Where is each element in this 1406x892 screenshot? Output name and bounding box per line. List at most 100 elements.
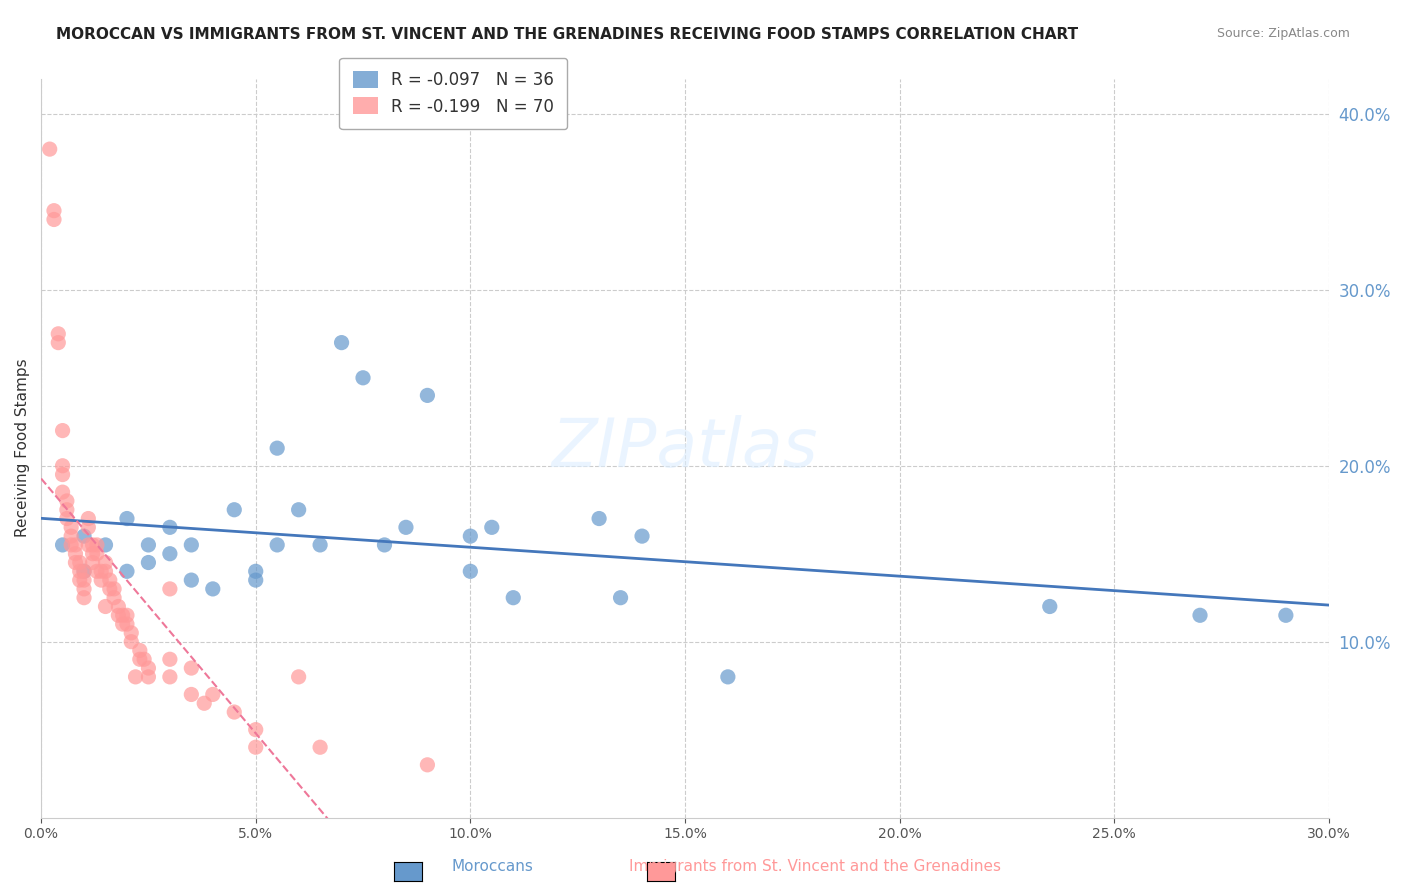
Point <box>631 529 654 543</box>
Point <box>73 529 96 543</box>
Point <box>287 502 309 516</box>
Point <box>266 538 288 552</box>
Point <box>1275 608 1298 623</box>
Point <box>159 582 181 596</box>
Point <box>86 564 108 578</box>
Point <box>309 538 332 552</box>
Point <box>90 564 112 578</box>
Point <box>52 467 75 482</box>
Point <box>416 757 439 772</box>
Point <box>416 388 439 402</box>
Point <box>352 371 374 385</box>
Point <box>330 335 353 350</box>
Point <box>60 538 83 552</box>
Point <box>107 608 129 623</box>
Y-axis label: Receiving Food Stamps: Receiving Food Stamps <box>15 359 30 538</box>
Point <box>52 538 75 552</box>
Point <box>245 564 267 578</box>
Point <box>588 511 610 525</box>
Text: Moroccans: Moroccans <box>451 859 533 874</box>
Point <box>159 547 181 561</box>
Point <box>42 212 65 227</box>
Point <box>52 424 75 438</box>
Point <box>94 564 117 578</box>
Point <box>46 326 69 341</box>
Point <box>73 564 96 578</box>
Point <box>460 529 482 543</box>
Point <box>103 582 125 596</box>
Point <box>82 547 104 561</box>
Point <box>609 591 631 605</box>
Point <box>82 556 104 570</box>
Point <box>73 582 96 596</box>
Point <box>52 458 75 473</box>
Point <box>159 520 181 534</box>
Point <box>82 538 104 552</box>
Point <box>115 564 138 578</box>
Point <box>180 573 202 587</box>
Point <box>1039 599 1062 614</box>
Point <box>115 608 138 623</box>
Point <box>56 494 79 508</box>
Point <box>98 573 121 587</box>
Point <box>245 723 267 737</box>
Point <box>115 617 138 632</box>
Point <box>107 599 129 614</box>
Point <box>128 643 150 657</box>
Point <box>77 520 100 534</box>
Point <box>224 502 246 516</box>
Point <box>138 556 160 570</box>
Point <box>159 670 181 684</box>
Point <box>86 538 108 552</box>
Point <box>60 520 83 534</box>
Point <box>73 573 96 587</box>
Point <box>73 591 96 605</box>
Point <box>502 591 524 605</box>
Point <box>98 582 121 596</box>
Text: Source: ZipAtlas.com: Source: ZipAtlas.com <box>1216 27 1350 40</box>
Point <box>73 564 96 578</box>
Point <box>77 511 100 525</box>
Point <box>86 547 108 561</box>
Point <box>193 696 215 710</box>
Text: ZIPatlas: ZIPatlas <box>551 415 818 481</box>
Point <box>111 608 134 623</box>
Point <box>69 564 91 578</box>
Point <box>266 441 288 455</box>
Point <box>373 538 395 552</box>
Point <box>138 670 160 684</box>
Text: Immigrants from St. Vincent and the Grenadines: Immigrants from St. Vincent and the Gren… <box>630 859 1001 874</box>
Point <box>90 573 112 587</box>
Text: MOROCCAN VS IMMIGRANTS FROM ST. VINCENT AND THE GRENADINES RECEIVING FOOD STAMPS: MOROCCAN VS IMMIGRANTS FROM ST. VINCENT … <box>56 27 1078 42</box>
Point <box>52 485 75 500</box>
Point <box>120 626 142 640</box>
Point <box>56 511 79 525</box>
Point <box>1188 608 1211 623</box>
Point <box>69 573 91 587</box>
Point <box>65 556 87 570</box>
Point <box>77 538 100 552</box>
Point <box>224 705 246 719</box>
Point <box>128 652 150 666</box>
Point <box>460 564 482 578</box>
Point <box>69 556 91 570</box>
Point <box>94 556 117 570</box>
Point <box>287 670 309 684</box>
Point <box>124 670 146 684</box>
Point <box>481 520 503 534</box>
Point <box>46 335 69 350</box>
Point <box>245 573 267 587</box>
Point <box>115 511 138 525</box>
Point <box>120 634 142 648</box>
Point <box>201 582 224 596</box>
Point <box>180 688 202 702</box>
Point <box>42 203 65 218</box>
Legend: R = -0.097   N = 36, R = -0.199   N = 70: R = -0.097 N = 36, R = -0.199 N = 70 <box>339 57 567 128</box>
Point <box>138 538 160 552</box>
Point <box>134 652 156 666</box>
Point <box>60 529 83 543</box>
Point <box>103 591 125 605</box>
Point <box>38 142 60 156</box>
Point <box>65 547 87 561</box>
Point <box>180 661 202 675</box>
